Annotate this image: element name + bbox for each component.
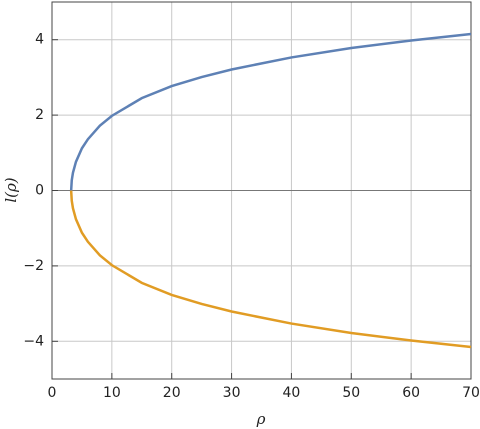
x-tick-label: 70 xyxy=(462,385,480,401)
y-tick-label: 2 xyxy=(35,107,44,123)
x-tick-label: 40 xyxy=(283,385,301,401)
y-tick-label: 4 xyxy=(35,32,44,48)
x-tick-label: 20 xyxy=(163,385,181,401)
y-tick-label: 0 xyxy=(35,183,44,199)
y-tick-label: −4 xyxy=(23,333,44,349)
x-tick-label: 0 xyxy=(48,385,57,401)
line-series xyxy=(69,190,472,349)
x-axis-title: ρ xyxy=(256,410,266,428)
x-tick-label: 10 xyxy=(103,385,121,401)
x-tick-label: 50 xyxy=(342,385,360,401)
plot-frame xyxy=(51,1,472,380)
line-series xyxy=(69,32,472,191)
y-axis-title: l(ρ) xyxy=(2,177,20,202)
x-tick-label: 30 xyxy=(223,385,241,401)
y-tick-label: −2 xyxy=(23,258,44,274)
x-tick-label: 60 xyxy=(402,385,420,401)
